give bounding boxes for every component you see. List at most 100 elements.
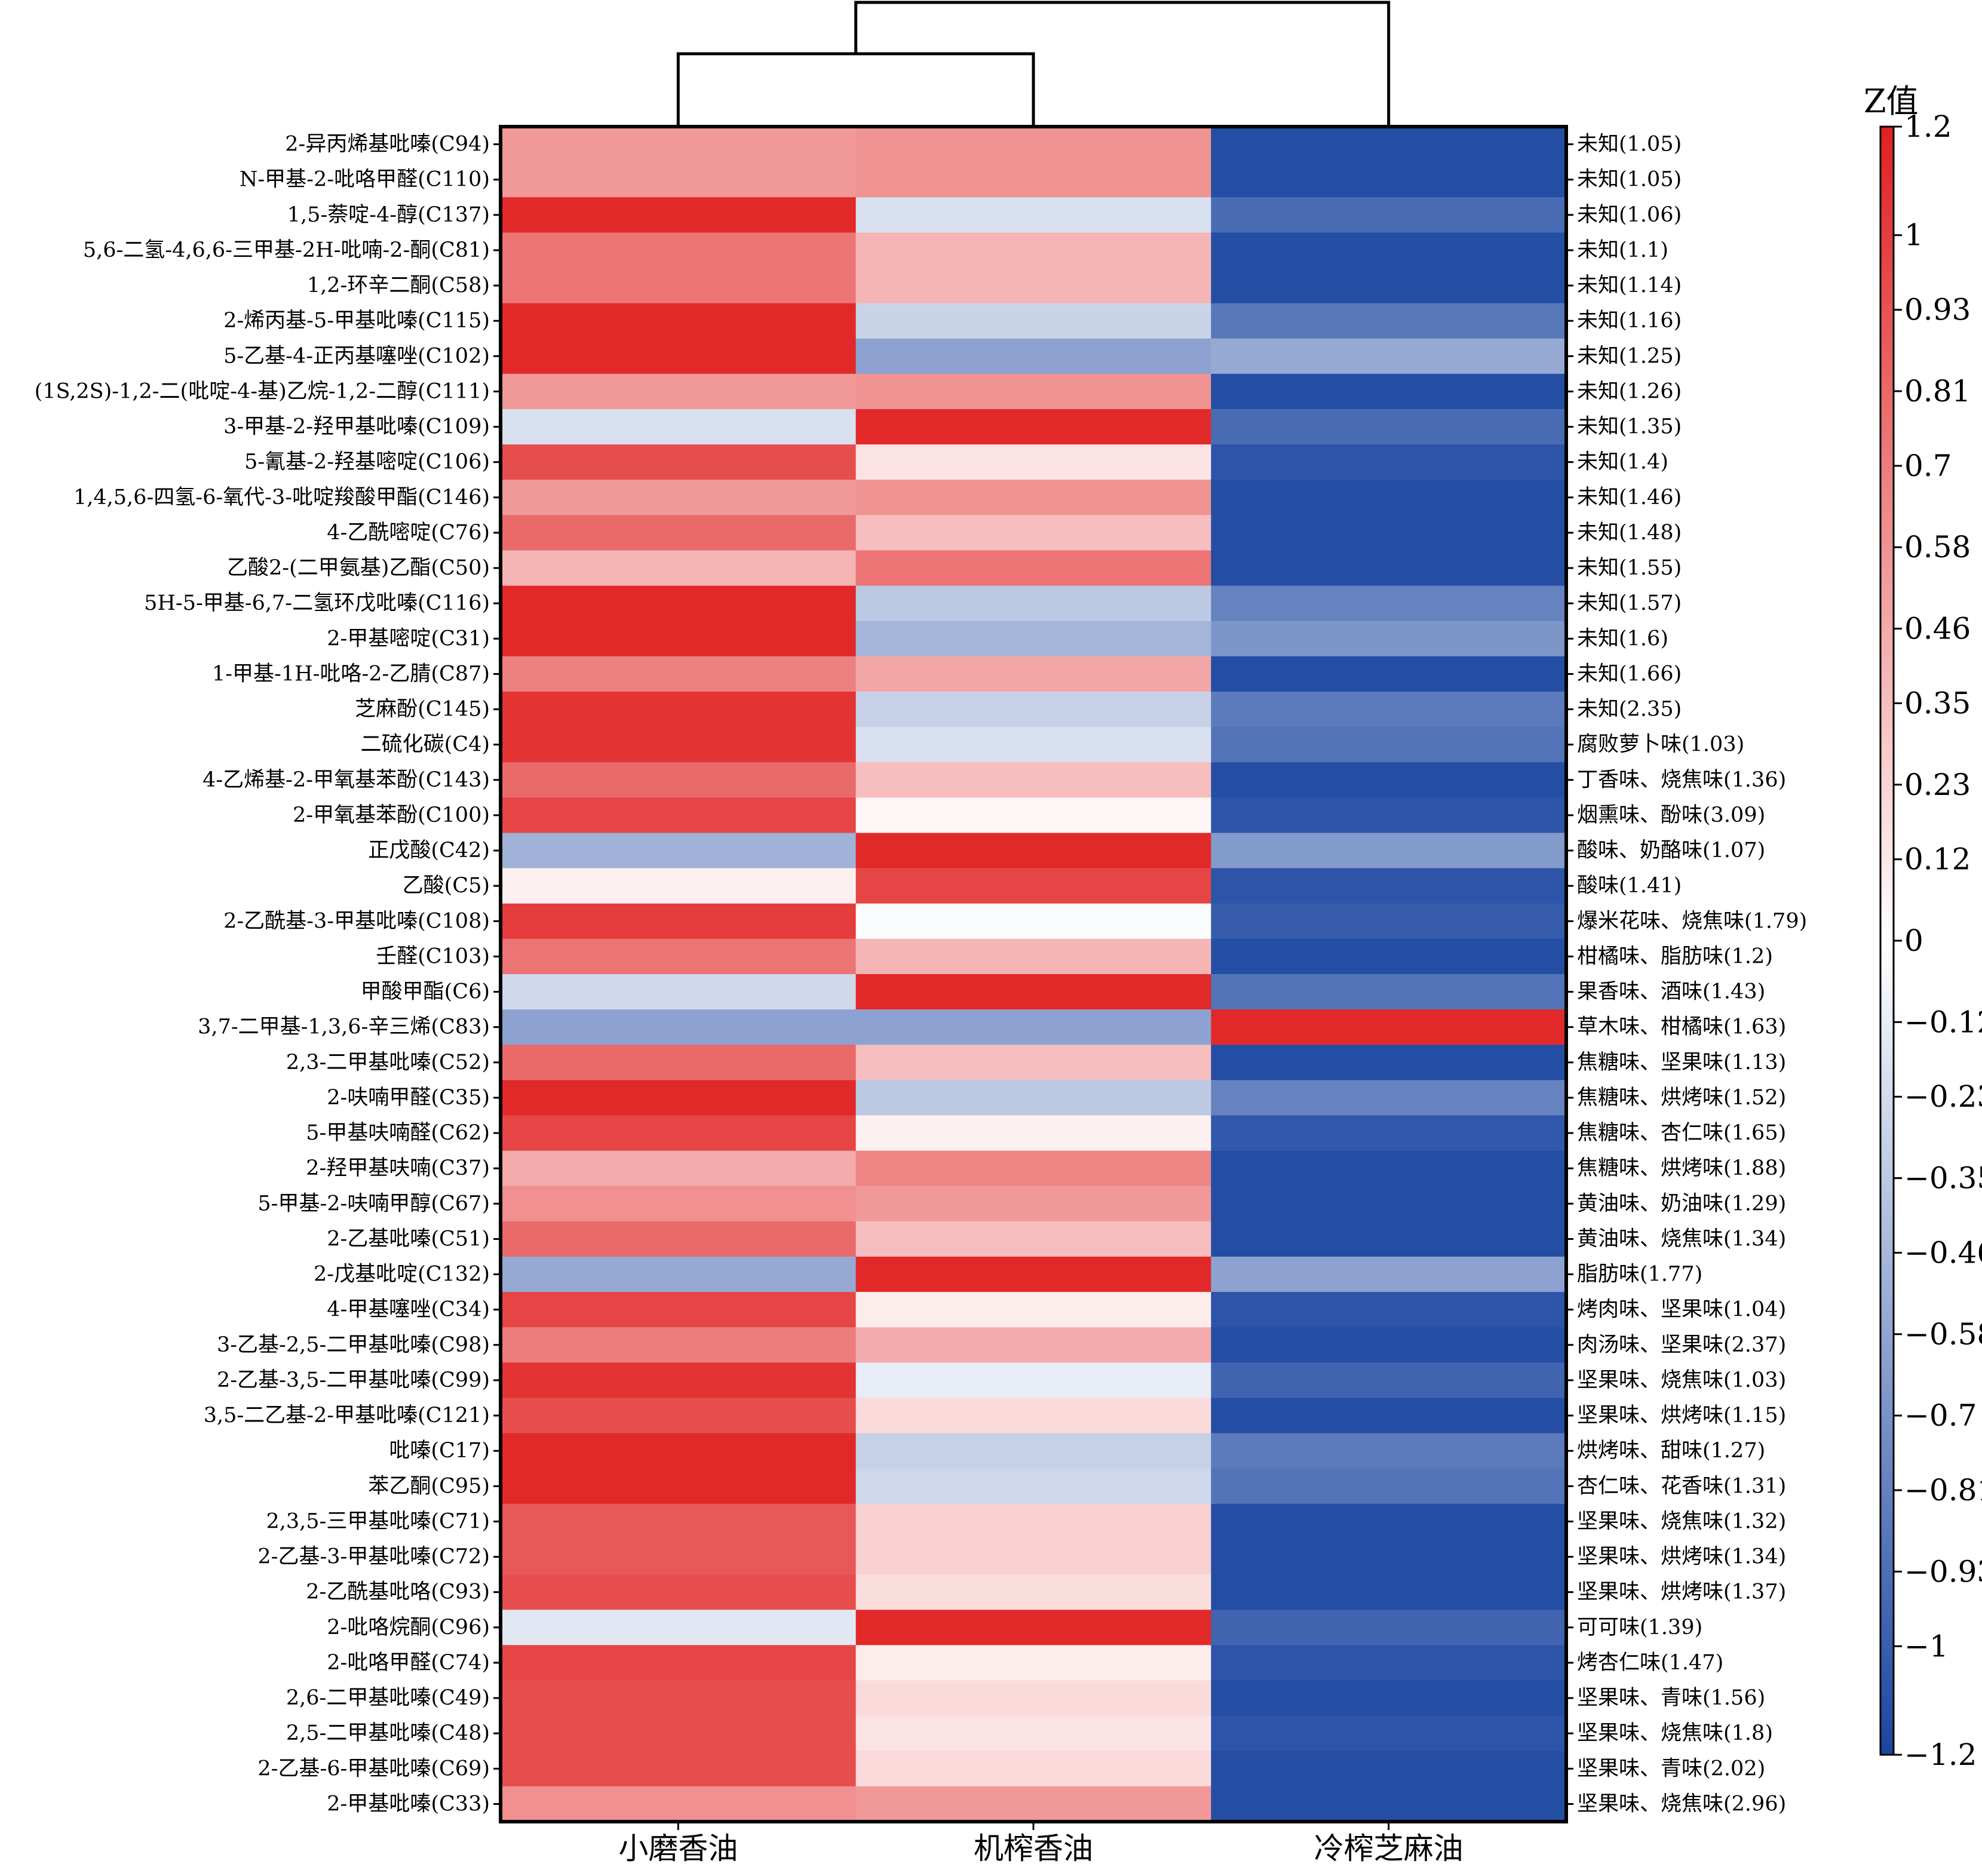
compound-label: 2-甲氧基苯酚(C100) [293, 803, 490, 827]
heatmap-cell [501, 1503, 857, 1540]
heatmap-cell [501, 1150, 857, 1187]
heatmap-cell [1211, 162, 1567, 198]
heatmap-cell [855, 621, 1211, 657]
heatmap-cell [855, 162, 1211, 198]
heatmap-cell [501, 550, 857, 587]
heatmap-cell [855, 409, 1211, 445]
heatmap-cell [855, 1292, 1211, 1328]
colorbar-tick-label: 0.46 [1904, 612, 1971, 646]
heatmap-cell [855, 268, 1211, 304]
heatmap-cell [1211, 1751, 1567, 1787]
heatmap-cell [855, 1362, 1211, 1399]
odor-label: 黄油味、烧焦味(1.34) [1577, 1227, 1786, 1251]
heatmap-cell [501, 338, 857, 374]
heatmap-cell [855, 1150, 1211, 1187]
heatmap-cell [501, 585, 857, 622]
heatmap-cell [855, 127, 1211, 162]
column-labels: 小磨香油 机榨香油 冷榨芝麻油 [618, 1822, 1464, 1866]
heatmap-cell [501, 515, 857, 551]
heatmap-cell [501, 1115, 857, 1152]
heatmap-cell [1211, 938, 1567, 975]
heatmap-cell [1211, 1292, 1567, 1328]
odor-label: 未知(1.6) [1577, 627, 1668, 650]
odor-label: 酸味、奶酪味(1.07) [1577, 839, 1765, 862]
odor-label: 未知(1.14) [1577, 274, 1682, 297]
heatmap-cell [855, 797, 1211, 834]
compound-label: 2-乙基吡嗪(C51) [327, 1227, 490, 1251]
odor-label: 未知(1.16) [1577, 309, 1682, 333]
heatmap-cell [1211, 197, 1567, 233]
heatmap-cell [855, 692, 1211, 727]
heatmap-cell [501, 903, 857, 939]
heatmap-cell [1211, 338, 1567, 374]
heatmap-cell [501, 1257, 857, 1292]
heatmap-cell [855, 585, 1211, 622]
colorbar-tick-label: 0 [1904, 923, 1923, 958]
heatmap-cell [855, 727, 1211, 763]
heatmap-cell [855, 1221, 1211, 1257]
heatmap-cell [1211, 550, 1567, 587]
compound-label: 3,7-二甲基-1,3,6-辛三烯(C83) [198, 1015, 490, 1039]
heatmap-cell [501, 1186, 857, 1222]
heatmap-cell [501, 409, 857, 445]
heatmap-cell [501, 1327, 857, 1363]
heatmap-cell [855, 1009, 1211, 1045]
odor-label: 未知(1.66) [1577, 662, 1682, 686]
heatmap-cell [501, 797, 857, 834]
colorbar-tick-label: −0.35 [1904, 1161, 1982, 1196]
compound-label: 2-吡咯甲醛(C74) [327, 1651, 490, 1675]
heatmap-cell [501, 1539, 857, 1575]
odor-label: 未知(1.05) [1577, 133, 1682, 156]
dendrogram-link [854, 1, 1391, 127]
colorbar-tick-label: −0.93 [1904, 1554, 1982, 1589]
compound-label: 乙酸(C5) [403, 874, 490, 898]
heatmap-cell [855, 1186, 1211, 1222]
heatmap-cell [855, 1433, 1211, 1469]
colorbar-tick-label: −1.2 [1904, 1737, 1977, 1772]
heatmap-cell [1211, 1221, 1567, 1257]
compound-label: 2,3-二甲基吡嗪(C52) [286, 1051, 490, 1074]
heatmap-cell [855, 1751, 1211, 1787]
heatmap-cell [1211, 621, 1567, 657]
odor-label: 未知(1.55) [1577, 556, 1682, 580]
compound-label: 4-甲基噻唑(C34) [327, 1298, 490, 1322]
odor-label: 坚果味、烧焦味(1.32) [1577, 1509, 1786, 1533]
heatmap-cell [501, 1362, 857, 1399]
compound-labels: 2-异丙烯基吡嗪(C94) N-甲基-2-吡咯甲醛(C110) 1,5-萘啶-4-醇… [35, 133, 501, 1816]
heatmap-cell [855, 232, 1211, 269]
heatmap-cell [855, 303, 1211, 339]
odor-label: 未知(1.25) [1577, 344, 1682, 368]
heatmap-cell [1211, 1645, 1567, 1681]
compound-label: 2-乙酰基-3-甲基吡嗪(C108) [223, 909, 490, 933]
heatmap-cell [855, 762, 1211, 798]
heatmap-cell [1211, 127, 1567, 162]
odor-label: 焦糖味、杏仁味(1.65) [1577, 1121, 1786, 1145]
heatmap-cell [855, 833, 1211, 869]
colorbar-tick-label: 1.2 [1904, 109, 1952, 144]
heatmap-cell [501, 1786, 857, 1822]
colorbar-tick-label: 0.23 [1904, 767, 1971, 802]
compound-label: 2-吡咯烷酮(C96) [327, 1616, 490, 1639]
heatmap-cell [501, 656, 857, 692]
colorbar-gradient [1879, 125, 1895, 1756]
heatmap-cell [855, 1715, 1211, 1752]
compound-label: 2-呋喃甲醛(C35) [327, 1086, 490, 1110]
odor-label: 未知(1.06) [1577, 203, 1682, 227]
heatmap-cell [501, 1468, 857, 1505]
heatmap-cell [1211, 1186, 1567, 1222]
odor-label: 脂肪味(1.77) [1577, 1263, 1702, 1287]
odor-label: 焦糖味、烘烤味(1.88) [1577, 1156, 1786, 1180]
heatmap-cell [855, 197, 1211, 233]
odor-label: 可可味(1.39) [1577, 1616, 1702, 1639]
heatmap-cell [855, 868, 1211, 904]
heatmap-cell [855, 1539, 1211, 1575]
heatmap-cell [1211, 480, 1567, 515]
heatmap-cell [1211, 409, 1567, 445]
compound-label: 1,2-环辛二酮(C58) [307, 274, 490, 297]
compound-label: 正戊酸(C42) [368, 839, 490, 862]
heatmap-cell [1211, 1362, 1567, 1399]
column-label: 冷榨芝麻油 [1314, 1831, 1464, 1866]
heatmap-cell [855, 444, 1211, 480]
heatmap-cell [501, 1433, 857, 1469]
heatmap-cell [1211, 1715, 1567, 1752]
